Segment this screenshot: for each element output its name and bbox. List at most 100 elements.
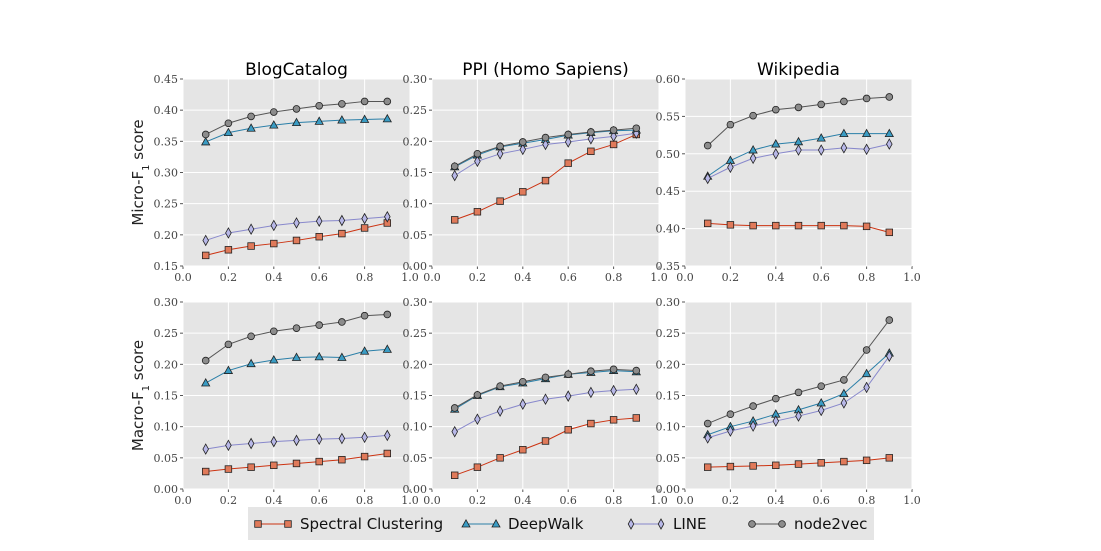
data-point-deepwalk bbox=[291, 117, 302, 127]
data-point-line bbox=[772, 415, 780, 427]
data-point-spectral-clustering bbox=[450, 471, 459, 479]
data-point-node2vec bbox=[587, 128, 595, 136]
data-point-node2vec bbox=[862, 94, 871, 103]
data-point-line bbox=[863, 143, 870, 156]
y-tick-label: 0.30 bbox=[403, 296, 428, 309]
data-point-deepwalk bbox=[201, 136, 211, 146]
data-point-deepwalk bbox=[223, 365, 234, 374]
data-point-line bbox=[247, 223, 255, 236]
data-point-line bbox=[886, 350, 893, 363]
x-tick-label: 0.6 bbox=[812, 494, 830, 507]
x-tick-label: 0.8 bbox=[858, 271, 876, 284]
y-tick-label: 0.60 bbox=[656, 73, 681, 86]
x-tick-label: 1.0 bbox=[903, 494, 921, 507]
data-point-node2vec bbox=[587, 367, 595, 375]
y-tick-label: 0.25 bbox=[403, 104, 428, 117]
y-tick-label: 0.10 bbox=[403, 421, 428, 434]
y-tick-label: 0.50 bbox=[656, 148, 681, 161]
data-point-deepwalk bbox=[861, 128, 872, 138]
data-point-line bbox=[270, 435, 278, 448]
data-point-node2vec bbox=[338, 318, 346, 326]
data-point-node2vec bbox=[564, 370, 572, 379]
data-point-spectral-clustering bbox=[726, 462, 735, 471]
x-tick-label: 0.4 bbox=[767, 494, 785, 507]
data-point-line bbox=[817, 144, 825, 156]
y-tick-label: 0.45 bbox=[154, 73, 179, 86]
y-axis-label-macro-f1-subscript: 1 bbox=[141, 385, 152, 391]
data-point-spectral-clustering bbox=[817, 221, 825, 230]
data-point-spectral-clustering bbox=[749, 221, 757, 230]
data-point-deepwalk bbox=[839, 128, 849, 138]
data-point-node2vec bbox=[817, 382, 825, 390]
data-point-deepwalk bbox=[314, 351, 324, 361]
data-point-spectral-clustering bbox=[519, 188, 527, 196]
x-tick-label: 1.0 bbox=[401, 494, 419, 507]
x-tick-label: 0.0 bbox=[174, 494, 192, 507]
data-point-node2vec bbox=[518, 377, 527, 386]
data-point-line bbox=[519, 143, 527, 156]
data-point-spectral-clustering bbox=[292, 459, 301, 468]
legend-item-node2vec: node2vec bbox=[748, 515, 867, 533]
data-point-spectral-clustering bbox=[270, 239, 278, 248]
data-point-spectral-clustering bbox=[885, 454, 893, 462]
y-tick-label: 0.25 bbox=[403, 327, 428, 340]
x-tick-label: 0.8 bbox=[356, 271, 374, 284]
data-point-line bbox=[704, 172, 711, 185]
x-tick-label: 0.8 bbox=[858, 494, 876, 507]
y-tick-label: 0.40 bbox=[656, 223, 681, 236]
legend: Spectral Clustering DeepWalk LINE node2vec bbox=[248, 507, 874, 540]
series-node2vec bbox=[703, 93, 894, 150]
legend-marker-node2vec bbox=[778, 520, 786, 528]
data-point-deepwalk bbox=[816, 133, 826, 142]
data-point-line bbox=[338, 432, 346, 445]
panel-micro-f1-blogcatalog: 0.0 0.2 0.4 0.6 0.8 1.0 0.15 0.20 0.25 0.30 0.35 0.… bbox=[154, 73, 419, 284]
x-tick-label: 0.4 bbox=[265, 271, 283, 284]
y-axis-label-micro-f1-suffix: score bbox=[129, 119, 147, 164]
data-point-node2vec bbox=[771, 394, 780, 403]
data-point-node2vec bbox=[885, 316, 894, 324]
x-tick-label: 1.0 bbox=[401, 271, 419, 284]
y-tick-label: 0.10 bbox=[656, 421, 681, 434]
y-tick-label: 0.00 bbox=[403, 483, 428, 496]
legend-marker-line bbox=[627, 518, 635, 530]
data-point-spectral-clustering bbox=[862, 456, 871, 465]
legend-label-node2vec: node2vec bbox=[794, 515, 867, 533]
data-point-spectral-clustering bbox=[564, 426, 572, 434]
series-spectral-clustering bbox=[704, 219, 893, 237]
data-point-node2vec bbox=[703, 141, 712, 150]
y-tick-label: 0.35 bbox=[656, 260, 681, 273]
data-point-node2vec bbox=[496, 382, 504, 390]
y-tick-label: 0.30 bbox=[403, 73, 428, 86]
data-point-line bbox=[863, 381, 870, 394]
data-point-deepwalk bbox=[201, 378, 211, 387]
y-tick-label: 0.20 bbox=[403, 358, 428, 371]
legend-item-spectral-clustering: Spectral Clustering bbox=[254, 515, 443, 533]
data-point-line bbox=[519, 398, 527, 411]
data-point-node2vec bbox=[771, 105, 780, 114]
data-point-line bbox=[840, 141, 848, 154]
data-point-line bbox=[749, 420, 757, 432]
data-point-node2vec bbox=[496, 142, 504, 151]
data-point-node2vec bbox=[794, 103, 803, 112]
x-tick-label: 1.0 bbox=[903, 271, 921, 284]
series-node2vec bbox=[703, 316, 894, 428]
series-spectral-clustering bbox=[704, 454, 893, 471]
data-point-line bbox=[772, 147, 780, 160]
data-point-line bbox=[749, 152, 757, 165]
x-tick-label: 0.8 bbox=[605, 494, 623, 507]
series-node2vec bbox=[201, 310, 392, 365]
data-point-line bbox=[704, 432, 711, 444]
data-point-line bbox=[542, 393, 549, 406]
data-point-spectral-clustering bbox=[794, 221, 803, 230]
data-point-line bbox=[225, 439, 232, 452]
data-point-line bbox=[451, 169, 458, 182]
column-title-ppi: PPI (Homo Sapiens) bbox=[462, 60, 629, 80]
data-point-line bbox=[202, 234, 209, 247]
data-point-deepwalk bbox=[314, 116, 324, 125]
data-point-spectral-clustering bbox=[496, 197, 504, 205]
data-point-node2vec bbox=[383, 310, 392, 319]
data-point-node2vec bbox=[840, 97, 848, 106]
data-point-line bbox=[587, 133, 595, 145]
series-spectral-clustering bbox=[450, 414, 640, 479]
data-point-deepwalk bbox=[382, 344, 392, 353]
